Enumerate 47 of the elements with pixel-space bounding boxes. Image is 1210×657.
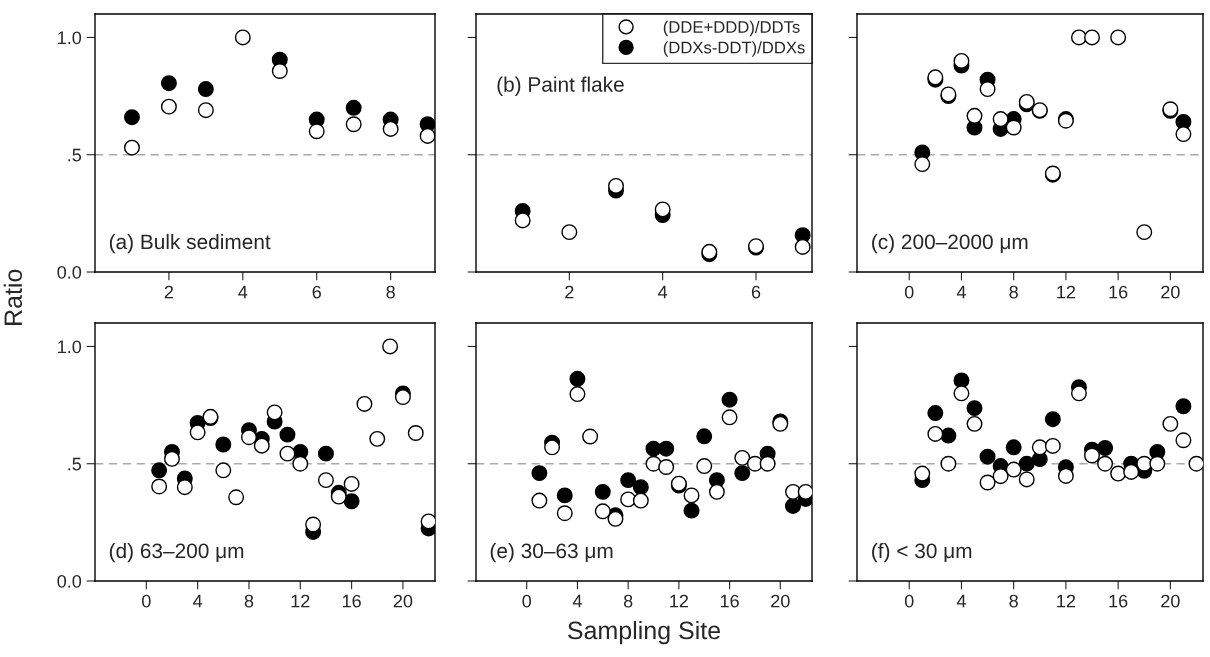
x-tick-label: 0 [142, 594, 151, 608]
y-tick-label: 1.0 [58, 340, 82, 354]
x-tick-label: 16 [342, 594, 361, 608]
x-tick-label: 20 [771, 594, 790, 608]
text: (e) 30–63 μm [490, 542, 613, 563]
x-tick-label: 4 [658, 285, 668, 299]
text: (d) 63–200 μm [109, 542, 244, 563]
x-tick-label: 4 [956, 594, 966, 608]
legend-label: (DDXs-DDT)/DDXs [663, 41, 805, 57]
text: (f) < 30 μm [872, 542, 972, 563]
x-tick-label: 2 [164, 285, 174, 299]
x-tick-label: 4 [193, 594, 203, 608]
x-tick-label: 12 [1057, 594, 1076, 608]
x-tick-label: 20 [1161, 285, 1180, 299]
x-tick-label: 12 [670, 594, 688, 608]
x-tick-label: 12 [291, 594, 310, 608]
x-tick-label: 6 [751, 285, 761, 299]
y-tick-label: .5 [68, 148, 82, 162]
x-tick-label: 0 [522, 594, 532, 608]
x-axis-title: Sampling Site [568, 620, 721, 645]
x-tick-label: 16 [720, 594, 739, 608]
text: (b) Paint flake [497, 76, 624, 96]
text: (a) Bulk sediment [109, 233, 271, 254]
x-tick-label: 2 [565, 285, 574, 299]
x-tick-label: 6 [312, 285, 321, 299]
y-tick-label: 0.0 [57, 265, 82, 279]
y-tick-label: 0.0 [57, 574, 82, 588]
x-tick-label: 0 [904, 594, 914, 608]
x-tick-label: 4 [572, 594, 582, 608]
text: (c) 200–2000 μm [872, 233, 1028, 254]
x-tick-label: 4 [956, 285, 966, 299]
x-tick-label: 20 [1161, 594, 1180, 608]
x-tick-label: 8 [386, 285, 395, 299]
legend-label: (DDE+DDD)/DDTs [663, 20, 800, 37]
x-tick-label: 12 [1057, 285, 1076, 299]
x-tick-label: 8 [244, 594, 254, 608]
x-tick-label: 8 [1009, 594, 1018, 608]
x-tick-label: 20 [393, 594, 413, 608]
x-tick-label: 8 [623, 594, 633, 608]
x-tick-label: 0 [904, 285, 914, 299]
x-tick-label: 8 [1009, 285, 1018, 299]
y-axis-title: Ratio [3, 269, 23, 325]
x-tick-label: 16 [1109, 285, 1128, 299]
x-tick-label: 4 [238, 285, 248, 299]
y-tick-label: .5 [68, 457, 82, 471]
y-tick-label: 1.0 [58, 31, 82, 45]
x-tick-label: 16 [1109, 594, 1128, 608]
